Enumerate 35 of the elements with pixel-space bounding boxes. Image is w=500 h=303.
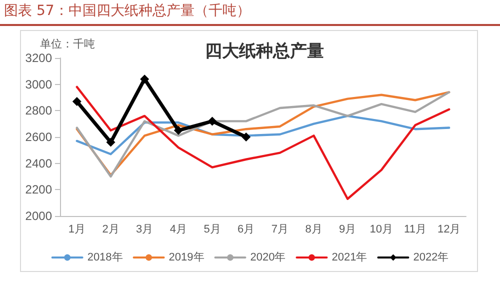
chart-title: 图表 57：中国四大纸种总产量（千吨） [4, 2, 250, 20]
y-axis-title: 单位：千吨 [40, 38, 95, 50]
point [174, 126, 183, 135]
point [208, 116, 217, 126]
x-tick-label: 3月 [136, 224, 154, 236]
legend-label: 2020年 [250, 252, 286, 264]
x-tick-label: 2月 [102, 224, 120, 236]
y-tick-label: 2600 [25, 130, 52, 144]
legend-label: 2021年 [332, 252, 368, 264]
x-tick-label: 6月 [238, 224, 255, 236]
x-tick-label: 4月 [170, 224, 187, 236]
x-tick-label: 12月 [437, 224, 461, 236]
y-tick-label: 3200 [25, 51, 52, 65]
x-tick-label: 8月 [305, 224, 322, 236]
line-series [76, 86, 450, 200]
y-tick-label: 2200 [25, 182, 52, 197]
legend-label: 2019年 [168, 252, 204, 264]
point [72, 96, 82, 106]
y-tick-label: 3000 [25, 77, 52, 92]
point [242, 132, 251, 142]
x-tick-label: 9月 [339, 224, 356, 236]
legend-label: 2022年 [413, 252, 449, 264]
x-tick-label: 11月 [404, 224, 426, 236]
x-tick-label: 1月 [68, 224, 86, 236]
y-tick-label: 2800 [25, 104, 52, 118]
line-series [76, 114, 450, 156]
x-tick-label: 5月 [204, 224, 221, 236]
x-tick-label: 10月 [370, 224, 394, 236]
chart-subtitle: 四大纸种总产量 [205, 42, 324, 62]
point [106, 138, 116, 147]
legend-label: 2018年 [87, 252, 123, 264]
x-tick-label: 7月 [271, 224, 288, 236]
point [140, 74, 150, 84]
y-tick-label: 2400 [25, 156, 52, 170]
y-tick-label: 2000 [25, 209, 52, 223]
